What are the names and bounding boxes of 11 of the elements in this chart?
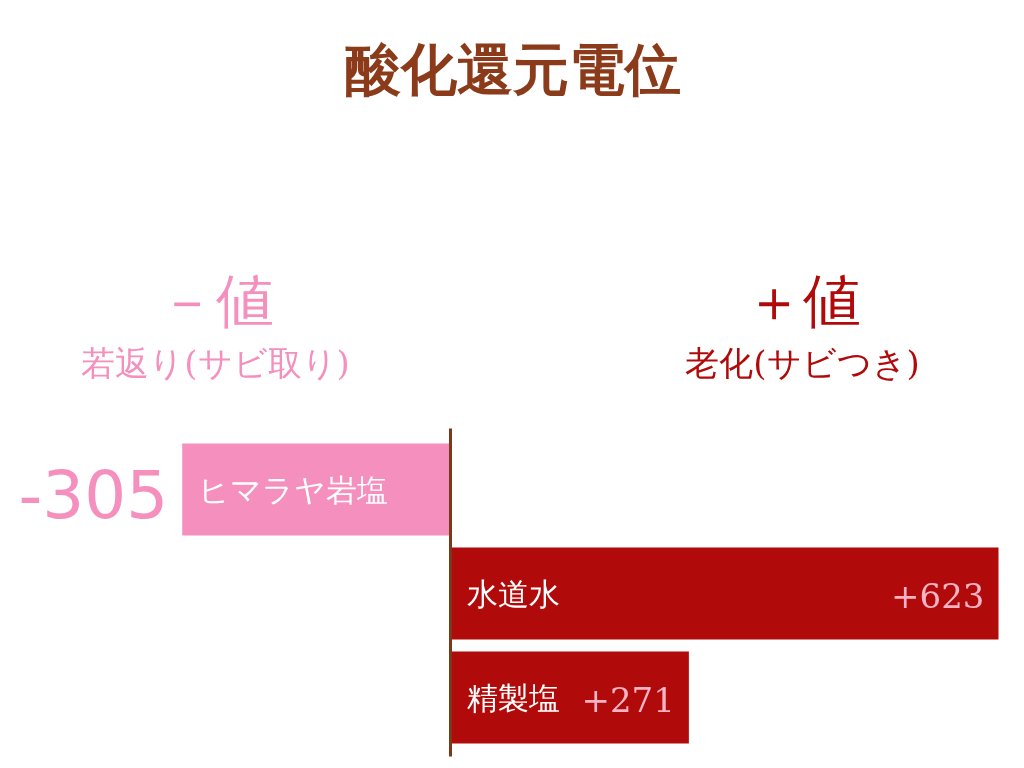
y-tick-label: 精製塩 (466, 679, 560, 716)
text: 若返り(サビ取り) (81, 342, 350, 383)
y-tick-label: ヒマラヤ岩塩 (198, 471, 389, 508)
data-label: +271 (581, 680, 675, 720)
y-tick-label: 水道水 (466, 575, 560, 612)
data-label: +623 (891, 576, 985, 616)
chart-title: 酸化還元電位 (344, 35, 681, 102)
text: ＋値 (744, 266, 861, 335)
text: 老化(サビつき) (685, 342, 920, 383)
text: －値 (157, 266, 274, 335)
data-label: -305 (18, 457, 169, 534)
